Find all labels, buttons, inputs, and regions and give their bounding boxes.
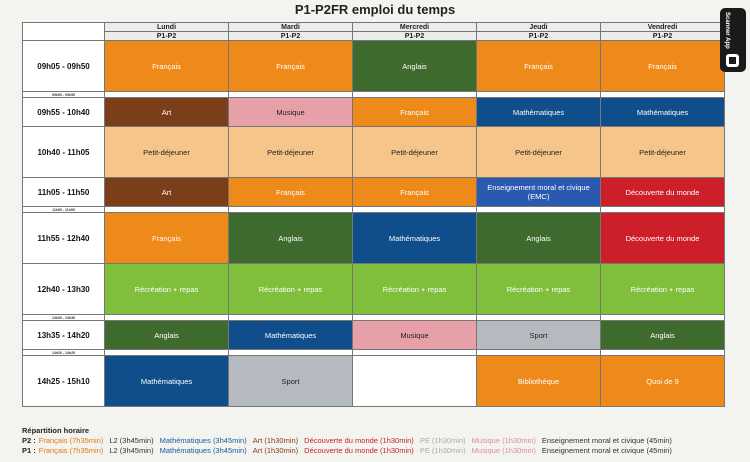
lesson-cell: Découverte du monde: [600, 212, 725, 264]
timetable-row: 09h55 - 10h40 Art Musique Français Mathémati…: [22, 97, 725, 127]
group-header: P1-P2: [104, 31, 229, 41]
lesson-cell: Français: [600, 40, 725, 92]
timetable-row: 10h40 - 11h05 Petit-déjeuner Petit-déjeune…: [22, 126, 725, 178]
legend: Répartition horaire P2 : Français (7h35mi…: [22, 426, 678, 456]
time-slot: 09h05 - 09h50: [22, 40, 105, 92]
timetable-row: 09h05 - 09h50 Français Français Anglais Fran…: [22, 40, 725, 92]
lesson-cell: Petit-déjeuner: [476, 126, 601, 178]
lesson-cell: Petit-déjeuner: [352, 126, 477, 178]
scanner-app-icon: [726, 54, 739, 67]
group-header: P1-P2: [600, 31, 725, 41]
lesson-cell: Récréation + repas: [352, 263, 477, 315]
day-header: Mercredi: [352, 22, 477, 32]
group-header: P1-P2: [476, 31, 601, 41]
lesson-cell: Mathématiques: [228, 320, 353, 350]
timetable-row: 12h40 - 13h30 Récréation + repas Récréatio…: [22, 263, 725, 315]
lesson-cell: Récréation + repas: [600, 263, 725, 315]
time-slot: 14h25 - 15h10: [22, 355, 105, 407]
time-slot: 11h55 - 12h40: [22, 212, 105, 264]
lesson-cell: Enseignement moral et civique (EMC): [476, 177, 601, 207]
legend-item: L2 (3h45min): [109, 436, 154, 445]
lesson-cell: Français: [228, 177, 353, 207]
legend-item: Mathématiques (3h45min): [159, 446, 247, 455]
legend-item: Découverte du monde (1h30min): [304, 446, 414, 455]
legend-item: Mathématiques (3h45min): [159, 436, 247, 445]
time-slot: 11h05 - 11h50: [22, 177, 105, 207]
lesson-cell: Français: [104, 40, 229, 92]
timetable-row: 11h55 - 12h40 Français Anglais Mathématique…: [22, 212, 725, 264]
lesson-cell: Petit-déjeuner: [104, 126, 229, 178]
lesson-cell: Découverte du monde: [600, 177, 725, 207]
legend-item: PE (1h30min): [419, 436, 466, 445]
lesson-cell: [352, 355, 477, 407]
day-header: Lundi: [104, 22, 229, 32]
lesson-cell: Art: [104, 97, 229, 127]
lesson-cell: Anglais: [476, 212, 601, 264]
group-header: P1-P2: [228, 31, 353, 41]
group-header: P1-P2: [352, 31, 477, 41]
day-header: Jeudi: [476, 22, 601, 32]
timetable-row: 14h25 - 15h10 Mathématiques Sport Bibliothè…: [22, 355, 725, 407]
lesson-cell: Musique: [228, 97, 353, 127]
legend-item: Découverte du monde (1h30min): [304, 436, 414, 445]
scanner-app-badge[interactable]: Scanner App: [720, 8, 746, 72]
lesson-cell: Anglais: [600, 320, 725, 350]
lesson-cell: Récréation + repas: [104, 263, 229, 315]
legend-item: Art (1h30min): [252, 436, 299, 445]
legend-item: PE (1h30min): [419, 446, 466, 455]
lesson-cell: Sport: [476, 320, 601, 350]
timetable: Lundi Mardi Mercredi Jeudi Vendredi P1-P…: [22, 22, 725, 407]
legend-line: P2 : Français (7h35min) L2 (3h45min) Mathém…: [22, 436, 678, 446]
lesson-cell: Anglais: [352, 40, 477, 92]
break-row: 14h20 - 14h25: [22, 349, 725, 356]
time-slot: 10h40 - 11h05: [22, 126, 105, 178]
legend-title: Répartition horaire: [22, 426, 90, 435]
lesson-cell: Français: [228, 40, 353, 92]
time-slot: 13h35 - 14h20: [22, 320, 105, 350]
page-title: P1-P2FR emploi du temps: [294, 2, 456, 17]
time-slot: 09h55 - 10h40: [22, 97, 105, 127]
timetable-row: 11h05 - 11h50 Art Français Français Enseigne…: [22, 177, 725, 207]
legend-item: Enseignement moral et civique (45min): [541, 436, 672, 445]
lesson-cell: Récréation + repas: [476, 263, 601, 315]
scanner-app-label: Scanner App: [724, 12, 730, 49]
legend-prefix: P1 :: [22, 446, 36, 455]
lesson-cell: Mathématiques: [476, 97, 601, 127]
day-header: Vendredi: [600, 22, 725, 32]
lesson-cell: Français: [352, 177, 477, 207]
lesson-cell: Récréation + repas: [228, 263, 353, 315]
lesson-cell: Quoi de 9: [600, 355, 725, 407]
lesson-cell: Français: [476, 40, 601, 92]
legend-item: Art (1h30min): [252, 446, 299, 455]
lesson-cell: Français: [104, 212, 229, 264]
legend-prefix: P2 :: [22, 436, 36, 445]
lesson-cell: Petit-déjeuner: [600, 126, 725, 178]
lesson-cell: Mathématiques: [104, 355, 229, 407]
time-slot: 12h40 - 13h30: [22, 263, 105, 315]
lesson-cell: Mathématiques: [600, 97, 725, 127]
day-header: Mardi: [228, 22, 353, 32]
legend-item: Français (7h35min): [38, 446, 104, 455]
legend-item: Enseignement moral et civique (45min): [541, 446, 672, 455]
legend-item: L2 (3h45min): [109, 446, 154, 455]
legend-item: Musique (1h30min): [471, 436, 536, 445]
legend-item: Français (7h35min): [38, 436, 104, 445]
lesson-cell: Sport: [228, 355, 353, 407]
lesson-cell: Bibliothèque: [476, 355, 601, 407]
lesson-cell: Anglais: [228, 212, 353, 264]
corner-cell: [22, 22, 105, 41]
legend-item: Musique (1h30min): [471, 446, 536, 455]
legend-line: P1 : Français (7h35min) L2 (3h45min) Mathém…: [22, 446, 678, 456]
lesson-cell: Mathématiques: [352, 212, 477, 264]
lesson-cell: Petit-déjeuner: [228, 126, 353, 178]
lesson-cell: Musique: [352, 320, 477, 350]
lesson-cell: Art: [104, 177, 229, 207]
lesson-cell: Français: [352, 97, 477, 127]
timetable-row: 13h35 - 14h20 Anglais Mathématiques Musique…: [22, 320, 725, 350]
lesson-cell: Anglais: [104, 320, 229, 350]
